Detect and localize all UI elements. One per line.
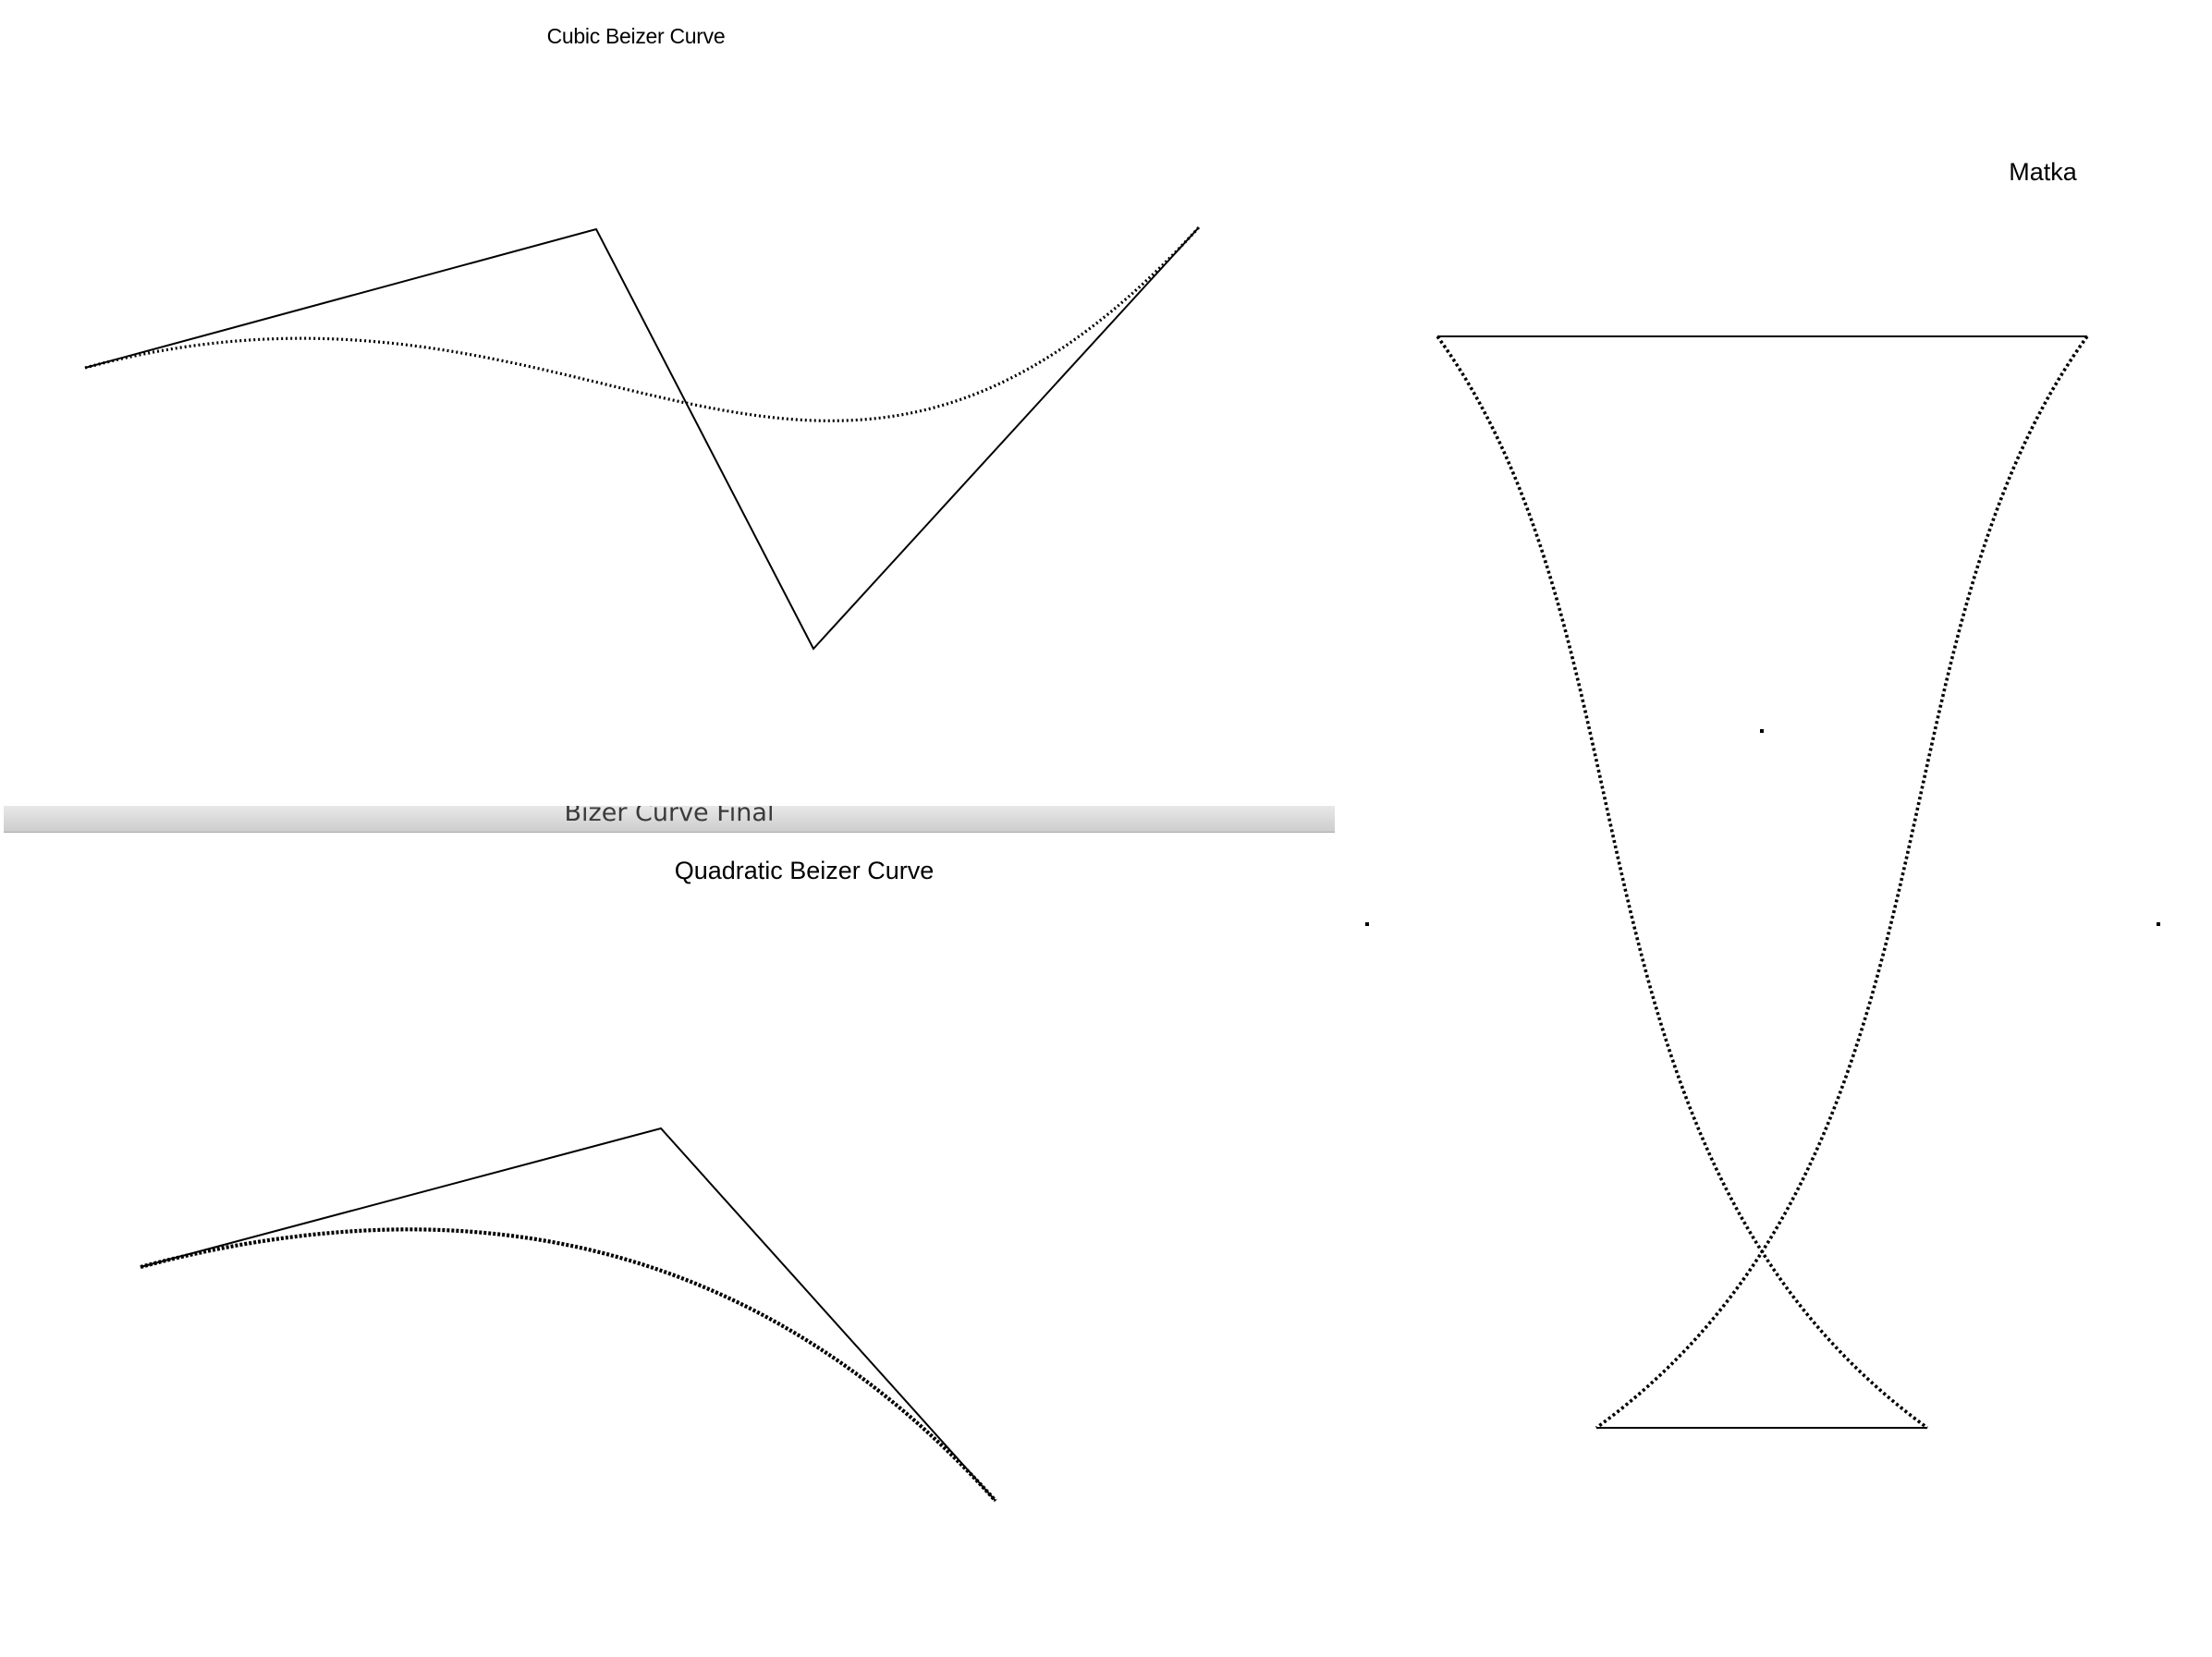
matka-window-title: Matka — [2009, 158, 2077, 186]
cubic-control-polygon — [84, 226, 1200, 651]
quadratic-bezier-curve — [140, 1227, 997, 1503]
quadratic-window-titlebar[interactable]: Bizer Curve Final — [4, 806, 1335, 833]
quadratic-control-polygon — [140, 1127, 996, 1502]
matka-left-curve — [1436, 335, 1929, 1430]
cubic-bezier-curve — [84, 225, 1201, 422]
matka-right-curve — [1595, 335, 2089, 1430]
window-title-text: Bizer Curve Final — [564, 806, 775, 827]
matka-figure — [1365, 335, 2160, 1430]
matka-center-point — [1760, 729, 1764, 733]
matka-left-point — [1365, 922, 1369, 926]
matka-right-point — [2157, 922, 2160, 926]
cubic-window-title: Cubic Beizer Curve — [546, 24, 726, 48]
quadratic-window-title: Quadratic Beizer Curve — [674, 857, 935, 884]
quadratic-bezier-figure — [140, 1127, 997, 1503]
cubic-bezier-figure — [84, 225, 1201, 651]
